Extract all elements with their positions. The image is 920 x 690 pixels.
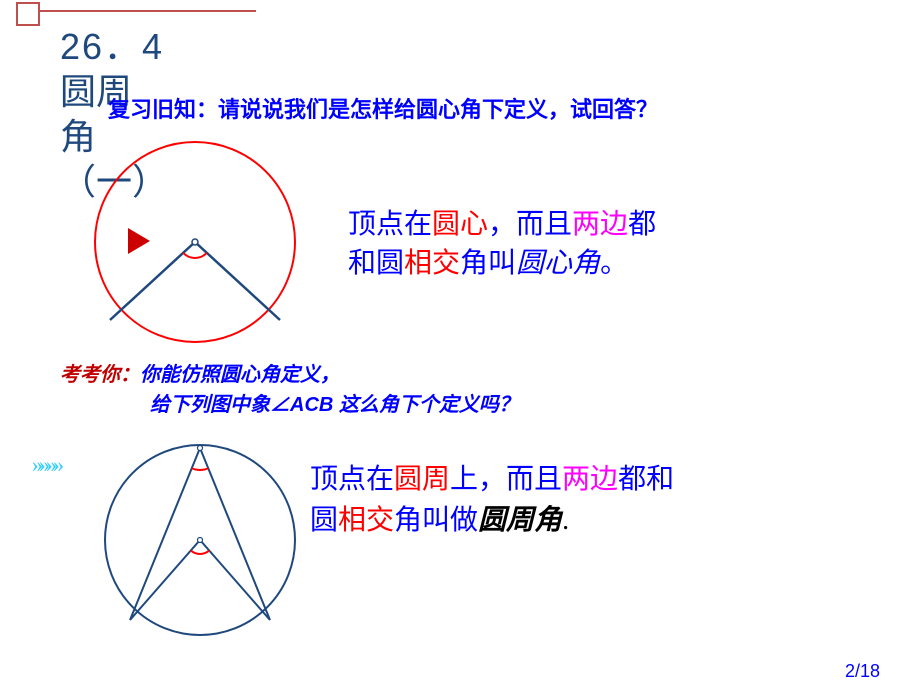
a1-t2: 圆心 <box>432 209 488 240</box>
a1-t4: 两边 <box>572 209 628 240</box>
inscribed-angle-diagram <box>100 440 300 640</box>
a1-t3: ，而且 <box>488 209 572 240</box>
inscribed-angle-definition: 顶点在圆周上，而且两边都和圆相交角叫做圆周角. <box>310 460 674 541</box>
a1-t6: 相交 <box>404 248 460 279</box>
a2-t5a: 都和 <box>618 464 674 495</box>
top-decorative-line <box>16 10 256 12</box>
page-number: 2/18 <box>845 661 880 682</box>
a2-t3: 上，而且 <box>450 464 562 495</box>
a2-t6: 相交 <box>338 505 394 536</box>
a2-t5b: 圆 <box>310 505 338 536</box>
a1-t5a: 都 <box>628 209 656 240</box>
central-angle-definition: 顶点在圆心，而且两边都和圆相交角叫圆心角。 <box>348 205 656 283</box>
q2-label: 考考你： <box>60 364 140 386</box>
q2-line2b: 这么角下个定义吗？ <box>339 394 519 416</box>
q2-angle: ∠ACB <box>270 394 339 416</box>
challenge-question: 考考你：你能仿照圆心角定义， 给下列图中象∠ACB 这么角下个定义吗？ <box>60 360 519 420</box>
a1-t1: 顶点在 <box>348 209 432 240</box>
a1-t7: 角叫 <box>460 248 516 279</box>
a2-t2: 圆周 <box>394 464 450 495</box>
a2-t4: 两边 <box>562 464 618 495</box>
a2-term: 圆周角 <box>478 505 562 536</box>
a2-t8: . <box>562 505 569 536</box>
a2-t7: 角叫做 <box>394 505 478 536</box>
a1-t8: 。 <box>600 248 628 279</box>
section-number: 26．4 <box>60 24 168 69</box>
review-question: 复习旧知：请说说我们是怎样给圆心角下定义，试回答？ <box>108 92 658 124</box>
review-prefix: 复习旧知： <box>108 97 218 122</box>
review-text: 请说说我们是怎样给圆心角下定义，试回答？ <box>218 97 658 122</box>
a1-term: 圆心角 <box>516 248 600 279</box>
a1-t5b: 和圆 <box>348 248 404 279</box>
play-triangle-icon <box>128 228 150 254</box>
a2-t1: 顶点在 <box>310 464 394 495</box>
arrows-decoration-icon: »»»» <box>32 452 60 478</box>
central-angle-diagram <box>90 140 300 345</box>
q2-line1: 你能仿照圆心角定义， <box>140 364 340 386</box>
q2-line2a: 给下列图中象 <box>150 394 270 416</box>
